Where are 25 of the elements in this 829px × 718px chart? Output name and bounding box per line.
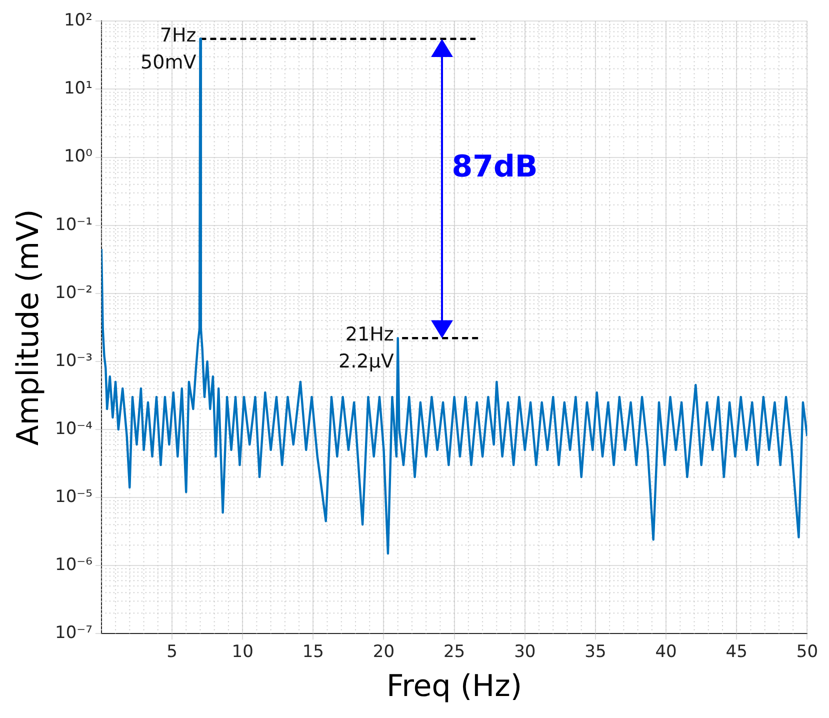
x-tick-label: 35 — [584, 642, 606, 662]
x-tick-label: 50 — [796, 642, 818, 662]
y-tick-label: 10⁻⁶ — [55, 554, 93, 575]
x-tick-label: 5 — [166, 642, 178, 662]
x-tick-label: 30 — [514, 642, 536, 662]
y-tick-label: 10⁻⁷ — [55, 623, 93, 644]
y-tick-label: 10⁻³ — [55, 350, 92, 371]
x-axis-title: Freq (Hz) — [386, 668, 522, 704]
y-tick-label: 10¹ — [64, 78, 92, 99]
x-tick-label: 45 — [726, 642, 748, 662]
y-tick-label: 10² — [64, 10, 92, 31]
annotation: 7Hz 50mV — [140, 24, 196, 74]
x-tick-label: 10 — [232, 642, 254, 662]
x-tick-label: 25 — [443, 642, 466, 662]
annotation: 21Hz 2.2μV — [338, 324, 394, 373]
y-tick-label: 10⁻² — [55, 282, 92, 303]
x-tick-label: 40 — [655, 642, 677, 662]
y-tick-label: 10⁻¹ — [55, 214, 92, 235]
y-tick-label: 10⁻⁵ — [55, 486, 92, 507]
y-tick-label: 10⁻⁴ — [55, 418, 93, 439]
y-tick-label: 10⁰ — [64, 146, 93, 167]
x-tick-label: 20 — [372, 642, 395, 662]
x-tick-label: 15 — [302, 642, 324, 662]
annotation: 87dB — [452, 149, 538, 184]
y-axis-title: Amplitude (mV) — [10, 209, 46, 446]
